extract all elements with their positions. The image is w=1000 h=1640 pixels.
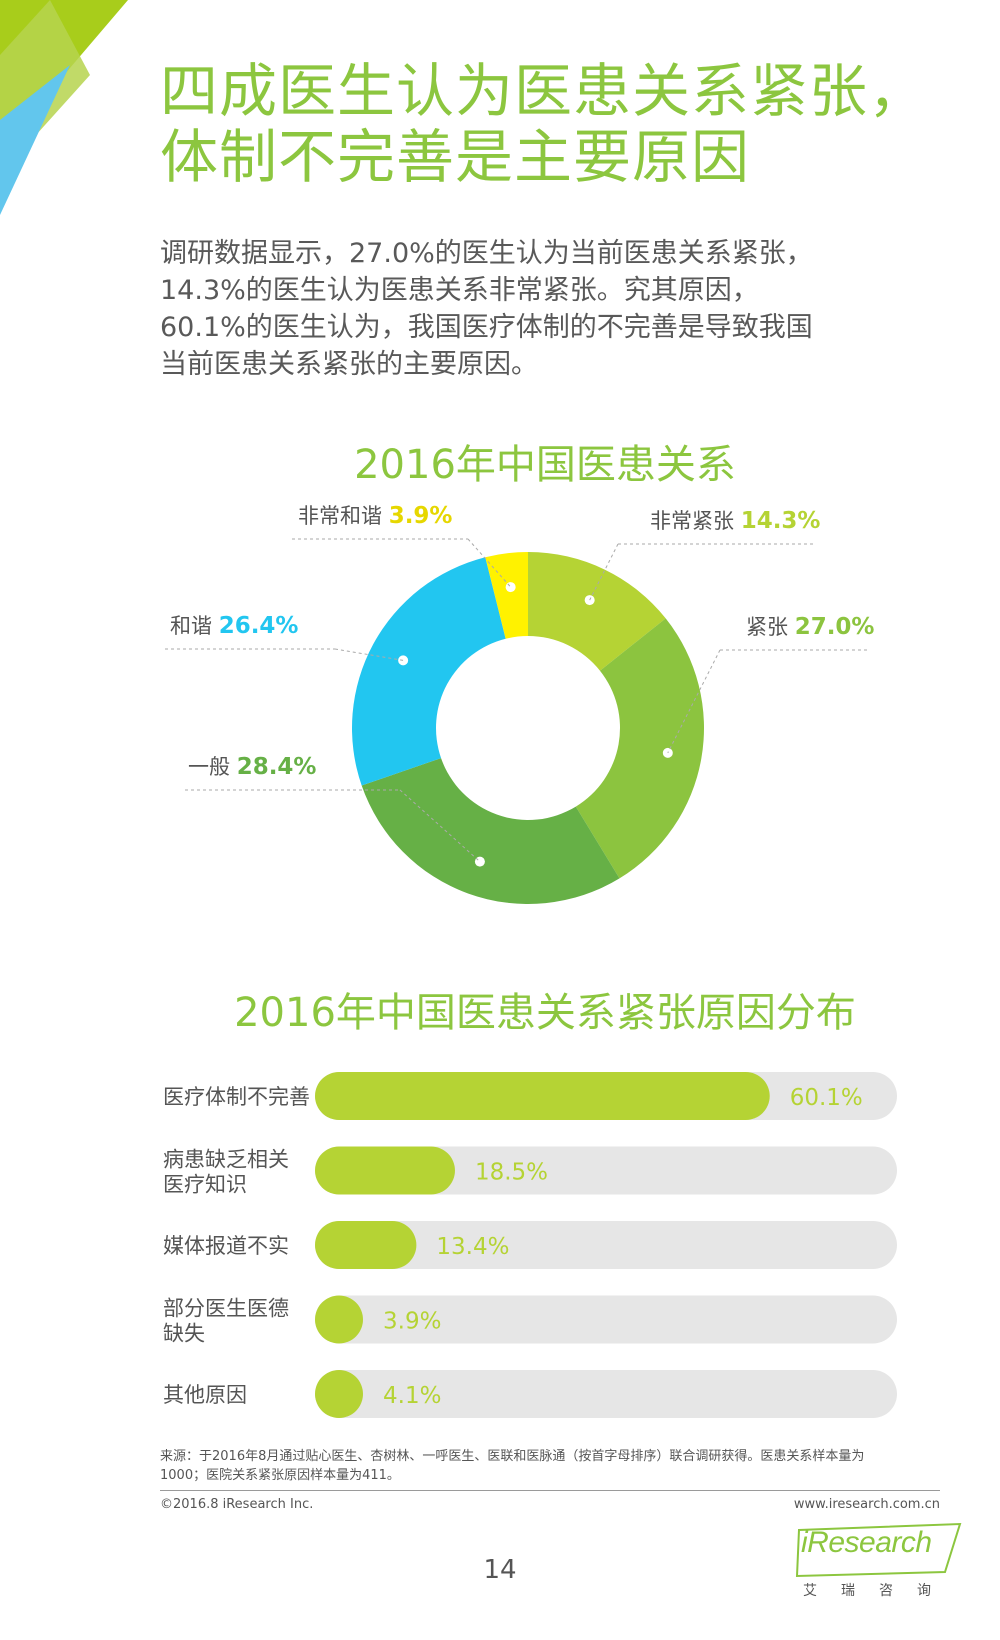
copyright: ©2016.8 iResearch Inc. — [160, 1497, 314, 1512]
bar-value-label: 60.1% — [790, 1085, 863, 1111]
donut-slice — [485, 552, 528, 639]
headline-line-1: 四成医生认为医患关系紧张， — [160, 57, 928, 125]
bar — [315, 1072, 770, 1120]
donut-slice-label: 一般 28.4% — [188, 754, 316, 780]
donut-value-label: 28.4% — [237, 754, 317, 780]
website-link[interactable]: www.iresearch.com.cn — [793, 1497, 940, 1512]
bar-value-label: 4.1% — [383, 1383, 441, 1409]
corner-shape-blue — [0, 65, 70, 215]
donut-slice-label: 和谐 26.4% — [170, 613, 298, 639]
donut-slice-label: 紧张 27.0% — [746, 614, 874, 640]
bar — [315, 1221, 417, 1269]
donut-chart-title: 2016年中国医患关系 — [354, 442, 736, 488]
donut-value-label: 14.3% — [741, 508, 821, 534]
page-headline: 四成医生认为医患关系紧张， 体制不完善是主要原因 — [160, 58, 960, 190]
bar-category-label: 其他原因 — [163, 1383, 247, 1407]
donut-category-label: 紧张 — [746, 615, 795, 639]
bar-track — [315, 1146, 897, 1195]
donut-slice — [352, 557, 506, 786]
page-number: 14 — [483, 1555, 517, 1585]
bar — [315, 1146, 455, 1195]
bar-value-label: 13.4% — [436, 1234, 509, 1260]
donut-value-label: 3.9% — [389, 503, 453, 529]
donut-category-label: 一般 — [188, 755, 237, 779]
donut-slice — [361, 758, 620, 904]
bar-track — [315, 1221, 897, 1269]
bar — [315, 1370, 363, 1418]
bar-category-label: 医疗知识 — [163, 1173, 247, 1197]
intro-line-2: 14.3%的医生认为医患关系非常紧张。究其原因， — [160, 275, 759, 306]
donut-slice-marker — [505, 582, 516, 593]
donut-chart: 非常紧张 14.3% 紧张 27.0% 一般 28.4% 和谐 26.4% 非常和谐 3… — [165, 503, 874, 904]
bar-category-label: 病患缺乏相关 — [163, 1148, 289, 1172]
intro-paragraph: 调研数据显示，27.0%的医生认为当前医患关系紧张， 14.3%的医生认为医患关… — [160, 235, 950, 383]
iresearch-logo: iResearch 艾瑞咨询 — [795, 1522, 965, 1612]
donut-category-label: 非常紧张 — [650, 509, 741, 533]
bar-value-label: 3.9% — [383, 1309, 441, 1335]
donut-value-label: 26.4% — [219, 613, 299, 639]
donut-leader-line — [589, 543, 815, 601]
donut-category-label: 和谐 — [170, 614, 219, 638]
logo-brand: iResearch — [801, 1526, 932, 1559]
bar-category-label: 医疗体制不完善 — [163, 1085, 310, 1109]
bar-category-label: 部分医生医德 — [163, 1297, 289, 1321]
intro-line-3: 60.1%的医生认为，我国医疗体制的不完善是导致我国 — [160, 312, 813, 343]
donut-leader-line — [292, 538, 512, 588]
source-line-2: 1000；医院关系紧张原因样本量为411。 — [160, 1468, 400, 1483]
bar-chart-title: 2016年中国医患关系紧张原因分布 — [234, 990, 856, 1036]
donut-slice-label: 非常和谐 3.9% — [298, 503, 452, 529]
bar — [315, 1295, 363, 1344]
bar-category-label: 媒体报道不实 — [163, 1234, 289, 1258]
footer-divider — [160, 1490, 940, 1491]
donut-slice — [528, 552, 666, 671]
donut-category-label: 非常和谐 — [298, 504, 389, 528]
headline-line-2: 体制不完善是主要原因 — [160, 123, 751, 191]
donut-slice — [575, 618, 705, 879]
donut-leader-line — [667, 649, 870, 754]
intro-line-1: 调研数据显示，27.0%的医生认为当前医患关系紧张， — [160, 238, 813, 269]
source-line-1: 来源：于2016年8月通过贴心医生、杏树林、一呼医生、医联和医脉通（按首字母排序… — [160, 1449, 865, 1464]
donut-leader-line — [165, 648, 404, 661]
bar-track — [315, 1295, 897, 1344]
donut-value-label: 27.0% — [795, 614, 875, 640]
bar-value-label: 18.5% — [475, 1160, 548, 1186]
donut-slice-label: 非常紧张 14.3% — [650, 508, 820, 534]
bar-track — [315, 1370, 897, 1418]
logo-subtitle: 艾瑞咨询 — [803, 1583, 955, 1599]
intro-line-4: 当前医患关系紧张的主要原因。 — [160, 349, 538, 380]
source-note: 来源：于2016年8月通过贴心医生、杏树林、一呼医生、医联和医脉通（按首字母排序… — [160, 1447, 940, 1485]
logo-swoosh-icon — [795, 1522, 962, 1578]
corner-decoration — [0, 0, 128, 215]
donut-slice-marker — [398, 655, 409, 666]
bar-category-label: 缺失 — [163, 1322, 205, 1346]
